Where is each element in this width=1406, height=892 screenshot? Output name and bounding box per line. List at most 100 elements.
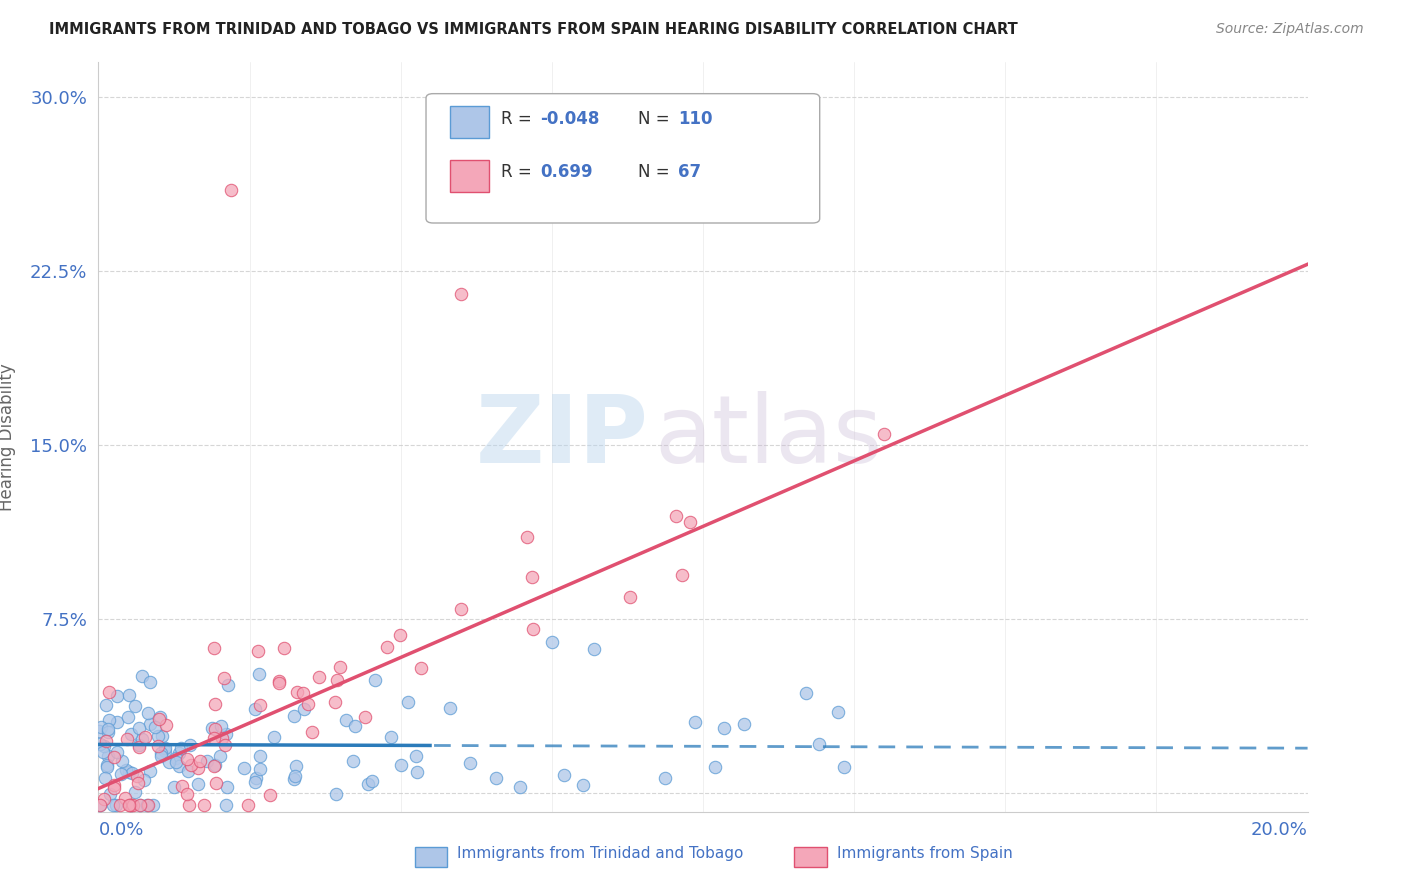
Point (249, 748, 271, 763)
Point (713, 721, 735, 735)
Point (136, 706, 159, 721)
Point (163, 780, 186, 795)
Point (211, 731, 233, 746)
Point (176, 788, 198, 802)
Point (375, 640, 398, 655)
Point (94, 771, 117, 785)
Point (118, 797, 141, 812)
Point (148, 729, 170, 743)
Text: N =: N = (638, 163, 675, 181)
Point (301, 725, 323, 739)
Point (522, 570, 544, 584)
Point (360, 774, 382, 789)
Point (283, 769, 305, 783)
Point (148, 712, 170, 726)
Point (150, 729, 173, 743)
Point (212, 671, 235, 685)
Point (97, 723, 120, 737)
Point (409, 661, 432, 675)
Point (121, 765, 143, 780)
Point (110, 767, 132, 781)
Point (170, 740, 193, 755)
Point (131, 732, 153, 747)
Point (405, 749, 427, 764)
Point (97, 684, 120, 698)
Point (118, 688, 141, 702)
Text: 0.699: 0.699 (540, 163, 592, 181)
Point (389, 628, 412, 642)
Point (308, 670, 330, 684)
Point (485, 771, 508, 785)
Point (153, 740, 176, 755)
Point (406, 764, 429, 779)
Point (704, 760, 727, 774)
Point (285, 759, 308, 773)
Point (93, 791, 115, 805)
Point (128, 738, 150, 752)
Point (209, 748, 232, 763)
Point (170, 779, 193, 793)
Point (217, 678, 239, 692)
Text: R =: R = (501, 163, 541, 181)
Text: 0.0%: 0.0% (98, 821, 143, 839)
Point (205, 776, 228, 790)
Point (283, 708, 305, 723)
Point (259, 789, 281, 803)
Text: N =: N = (638, 110, 675, 128)
Point (96, 760, 118, 774)
Point (143, 720, 166, 734)
Point (202, 731, 225, 745)
Text: atlas: atlas (655, 391, 883, 483)
Text: 110: 110 (678, 110, 713, 128)
Point (243, 702, 266, 716)
Point (215, 727, 238, 741)
Point (107, 690, 129, 704)
Text: 20.0%: 20.0% (1251, 821, 1308, 839)
Point (115, 763, 138, 777)
Text: 67: 67 (678, 163, 700, 181)
Point (389, 758, 412, 772)
Text: ZIP: ZIP (475, 391, 648, 483)
Point (108, 797, 131, 812)
Point (269, 673, 291, 688)
Point (263, 730, 285, 744)
Point (120, 797, 142, 812)
Point (509, 780, 531, 794)
Point (202, 758, 225, 772)
Point (103, 779, 125, 793)
Point (553, 768, 575, 782)
Point (204, 722, 226, 736)
Point (136, 797, 159, 812)
Point (176, 752, 198, 766)
Point (124, 699, 146, 714)
Point (165, 756, 187, 770)
Point (111, 754, 134, 768)
Point (439, 701, 461, 715)
Point (233, 761, 256, 775)
Point (683, 714, 706, 729)
Point (96, 698, 118, 713)
Point (89, 797, 111, 812)
Point (583, 642, 606, 657)
Point (522, 622, 544, 636)
Point (215, 780, 238, 794)
Point (124, 785, 146, 799)
Point (572, 778, 595, 792)
Point (138, 674, 160, 689)
Point (187, 777, 209, 791)
Text: Source: ZipAtlas.com: Source: ZipAtlas.com (1216, 22, 1364, 37)
Point (328, 660, 350, 674)
Text: Immigrants from Trinidad and Tobago: Immigrants from Trinidad and Tobago (457, 847, 744, 861)
Point (297, 697, 319, 711)
Point (323, 695, 346, 709)
Point (97, 749, 120, 764)
Point (204, 697, 226, 711)
Point (155, 717, 177, 731)
Point (671, 568, 693, 582)
Point (96, 758, 118, 772)
Text: -0.048: -0.048 (540, 110, 599, 128)
Point (292, 702, 315, 716)
Point (177, 797, 200, 812)
Point (267, 675, 290, 690)
Point (450, 602, 472, 616)
